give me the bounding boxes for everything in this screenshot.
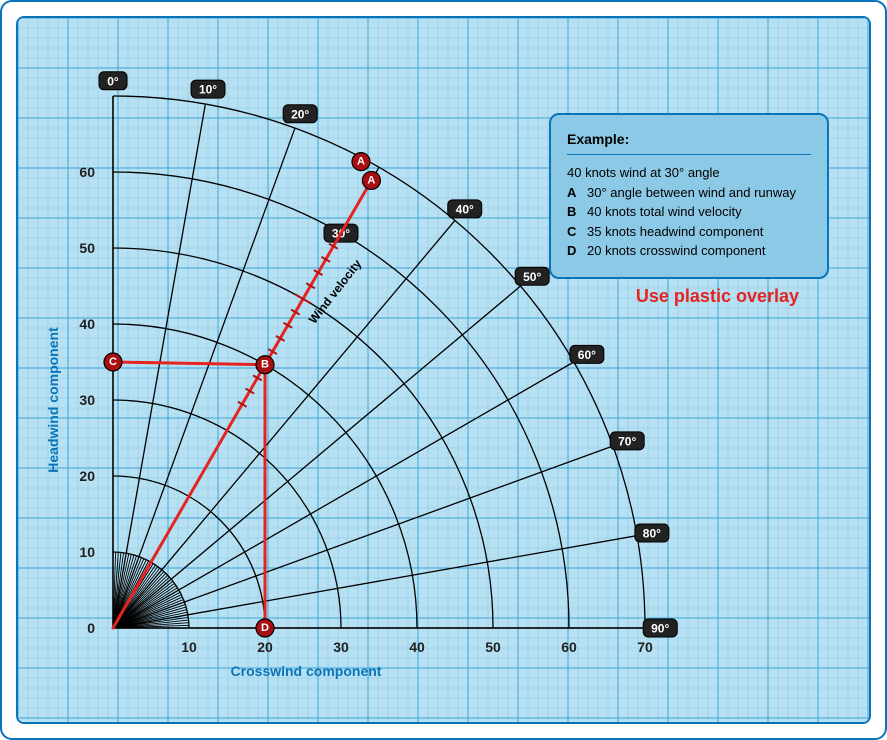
example-item-c: C 35 knots headwind component xyxy=(567,222,811,242)
svg-text:40°: 40° xyxy=(456,202,474,216)
svg-text:60: 60 xyxy=(79,164,95,180)
example-box: Example: 40 knots wind at 30° angle A 30… xyxy=(549,113,829,279)
overlay-note: Use plastic overlay xyxy=(636,286,799,307)
svg-text:50: 50 xyxy=(79,240,95,256)
svg-text:B: B xyxy=(261,359,269,371)
svg-text:0°: 0° xyxy=(107,74,119,88)
svg-text:10°: 10° xyxy=(199,83,217,97)
svg-text:90°: 90° xyxy=(651,622,669,636)
svg-text:10: 10 xyxy=(79,544,95,560)
chart-area: 0°10°20°30°40°50°60°70°80°90°Wind veloci… xyxy=(16,16,871,724)
svg-text:60°: 60° xyxy=(578,348,596,362)
svg-text:0: 0 xyxy=(87,620,95,636)
outer-frame: 0°10°20°30°40°50°60°70°80°90°Wind veloci… xyxy=(0,0,887,740)
example-key-c: C xyxy=(567,222,587,242)
svg-text:50°: 50° xyxy=(523,270,541,284)
svg-text:Headwind component: Headwind component xyxy=(45,327,61,473)
example-text-d: 20 knots crosswind component xyxy=(587,241,765,261)
example-text-a: 30° angle between wind and runway xyxy=(587,183,796,203)
svg-text:20: 20 xyxy=(79,468,95,484)
svg-text:10: 10 xyxy=(181,639,197,655)
svg-text:20: 20 xyxy=(257,639,273,655)
example-key-b: B xyxy=(567,202,587,222)
svg-text:70: 70 xyxy=(637,639,653,655)
svg-text:A: A xyxy=(357,156,365,168)
svg-text:C: C xyxy=(109,356,117,368)
example-item-d: D 20 knots crosswind component xyxy=(567,241,811,261)
svg-text:D: D xyxy=(261,622,269,634)
svg-text:50: 50 xyxy=(485,639,501,655)
svg-text:20°: 20° xyxy=(291,107,309,121)
svg-text:40: 40 xyxy=(409,639,425,655)
example-key-a: A xyxy=(567,183,587,203)
example-key-d: D xyxy=(567,241,587,261)
svg-text:30: 30 xyxy=(333,639,349,655)
example-item-a: A 30° angle between wind and runway xyxy=(567,183,811,203)
svg-text:70°: 70° xyxy=(618,434,636,448)
example-text-c: 35 knots headwind component xyxy=(587,222,763,242)
example-title: Example: xyxy=(567,129,811,155)
svg-text:Crosswind component: Crosswind component xyxy=(231,663,382,679)
svg-text:60: 60 xyxy=(561,639,577,655)
svg-text:80°: 80° xyxy=(643,526,661,540)
example-lead: 40 knots wind at 30° angle xyxy=(567,163,811,183)
svg-text:30: 30 xyxy=(79,392,95,408)
example-text-b: 40 knots total wind velocity xyxy=(587,202,742,222)
svg-text:A: A xyxy=(367,174,375,186)
svg-text:40: 40 xyxy=(79,316,95,332)
example-item-b: B 40 knots total wind velocity xyxy=(567,202,811,222)
